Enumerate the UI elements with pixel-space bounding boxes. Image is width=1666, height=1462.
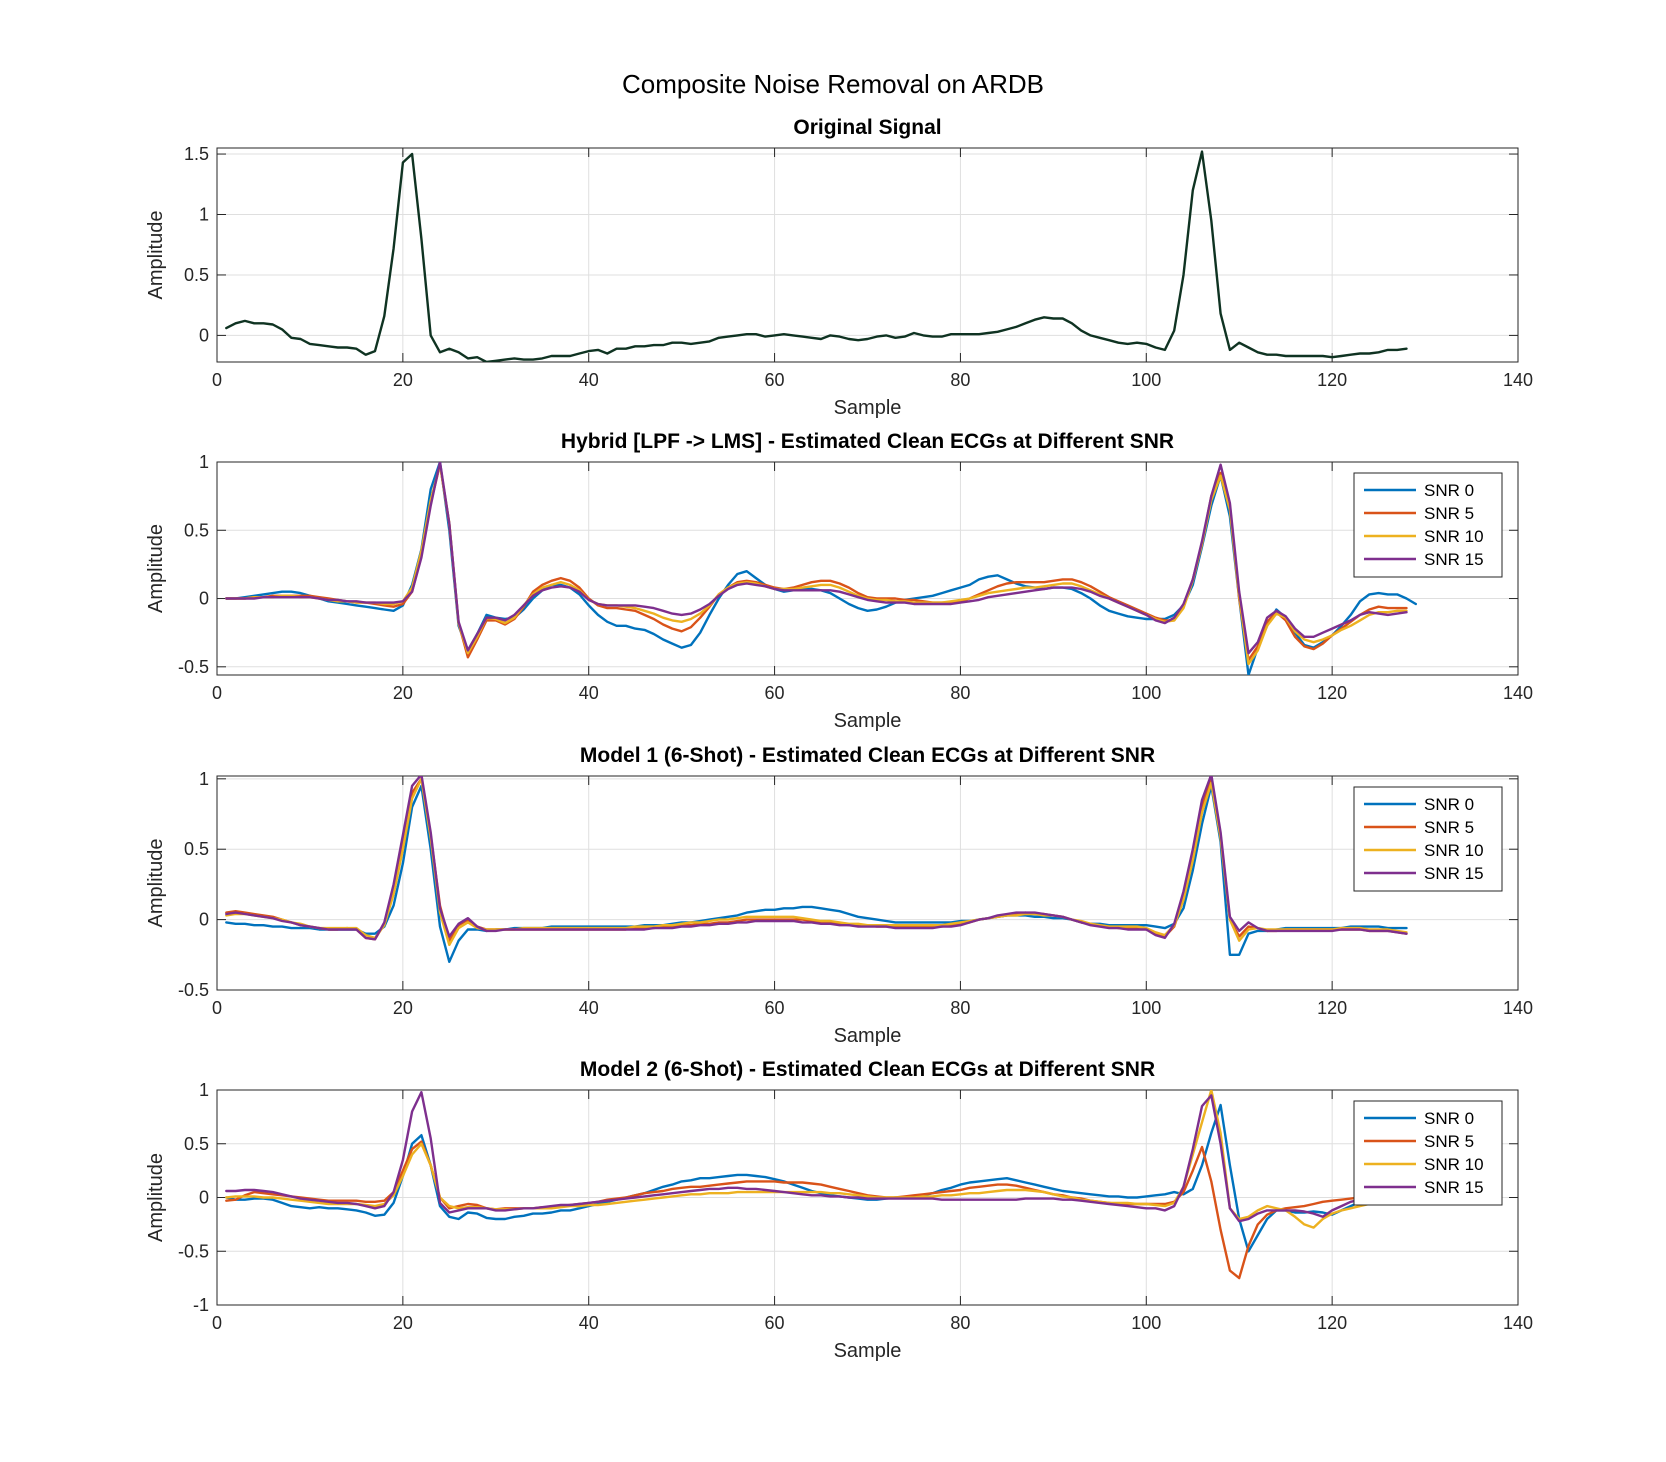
- series-group: [225, 462, 1418, 675]
- legend-entry: SNR 10: [1424, 527, 1484, 546]
- series-line-3: [225, 776, 1408, 941]
- figure-title: Composite Noise Removal on ARDB: [622, 69, 1044, 99]
- series-line-0: [225, 150, 1408, 362]
- x-tick-label: 140: [1503, 1313, 1533, 1333]
- x-tick-label: 120: [1317, 683, 1347, 703]
- y-axis-label: Amplitude: [145, 839, 167, 928]
- x-tick-label: 0: [212, 370, 222, 390]
- x-tick-label: 80: [950, 998, 970, 1018]
- legend: SNR 0 SNR 5 SNR 10 SNR 15: [1353, 786, 1503, 892]
- legend-entry: SNR 5: [1424, 504, 1474, 523]
- subplot-title: Hybrid [LPF -> LMS] - Estimated Clean EC…: [561, 430, 1174, 453]
- y-tick-label: -0.5: [178, 1241, 209, 1261]
- x-axis-label: Sample: [834, 1025, 902, 1047]
- y-tick-label: 1.5: [184, 144, 209, 164]
- y-tick-label: 1: [199, 452, 209, 472]
- x-tick-label: 0: [212, 1313, 222, 1333]
- x-axis-label: Sample: [834, 397, 902, 419]
- x-tick-label: 100: [1131, 998, 1161, 1018]
- x-tick-label: 60: [765, 998, 785, 1018]
- y-tick-label: 0.5: [184, 520, 209, 540]
- x-tick-label: 40: [579, 1313, 599, 1333]
- subplot-title: Model 1 (6-Shot) - Estimated Clean ECGs …: [580, 744, 1155, 767]
- subplot-title: Model 2 (6-Shot) - Estimated Clean ECGs …: [580, 1058, 1155, 1081]
- y-tick-label: 0: [199, 589, 209, 609]
- x-axis-label: Sample: [834, 710, 902, 732]
- legend-entry: SNR 15: [1424, 864, 1484, 883]
- x-tick-label: 20: [393, 998, 413, 1018]
- x-tick-label: 60: [765, 370, 785, 390]
- y-tick-label: -0.5: [178, 657, 209, 677]
- legend-entry: SNR 10: [1424, 1155, 1484, 1174]
- series-line-3: [225, 462, 1408, 655]
- y-tick-label: 1: [199, 1080, 209, 1100]
- axes-box: [216, 775, 1519, 991]
- x-tick-label: 100: [1131, 1313, 1161, 1333]
- legend-entry: SNR 5: [1424, 818, 1474, 837]
- x-tick-label: 0: [212, 998, 222, 1018]
- x-axis-label: Sample: [834, 1340, 902, 1362]
- y-tick-label: 0: [199, 910, 209, 930]
- y-axis-label: Amplitude: [145, 1153, 167, 1242]
- x-tick-label: 80: [950, 1313, 970, 1333]
- y-tick-label: 0.5: [184, 265, 209, 285]
- y-tick-label: 0.5: [184, 1134, 209, 1154]
- legend: SNR 0 SNR 5 SNR 10 SNR 15: [1353, 472, 1503, 578]
- axes-box: [216, 461, 1519, 676]
- x-tick-label: 60: [765, 683, 785, 703]
- y-tick-label: 0.5: [184, 839, 209, 859]
- subplot-title: Original Signal: [793, 116, 941, 139]
- x-tick-label: 80: [950, 683, 970, 703]
- series-group: [225, 150, 1408, 362]
- subplot-3: 0 20 40 60 80 100 120 140 -1 -0.5 0 0.5 1 Model 2 (6-…: [145, 1058, 1533, 1362]
- x-tick-label: 120: [1317, 370, 1347, 390]
- y-tick-label: 1: [199, 769, 209, 789]
- legend-entry: SNR 0: [1424, 481, 1474, 500]
- subplot-0: 0 20 40 60 80 100 120 140 0 0.5 1 1.5 Original Signa…: [145, 116, 1533, 419]
- y-tick-label: 0: [199, 325, 209, 345]
- y-axis-label: Amplitude: [145, 211, 167, 300]
- y-tick-label: -0.5: [178, 980, 209, 1000]
- x-tick-label: 40: [579, 998, 599, 1018]
- x-tick-label: 60: [765, 1313, 785, 1333]
- legend-entry: SNR 15: [1424, 550, 1484, 569]
- series-line-1: [225, 1140, 1399, 1280]
- legend-entry: SNR 0: [1424, 795, 1474, 814]
- series-line-3: [225, 1090, 1408, 1223]
- x-tick-label: 40: [579, 370, 599, 390]
- x-tick-label: 140: [1503, 683, 1533, 703]
- x-tick-label: 140: [1503, 998, 1533, 1018]
- y-axis-label: Amplitude: [145, 524, 167, 613]
- x-tick-label: 120: [1317, 998, 1347, 1018]
- axes-box: [216, 147, 1519, 363]
- x-tick-label: 20: [393, 1313, 413, 1333]
- x-tick-label: 140: [1503, 370, 1533, 390]
- y-tick-label: 1: [199, 204, 209, 224]
- legend-entry: SNR 15: [1424, 1178, 1484, 1197]
- legend-entry: SNR 10: [1424, 841, 1484, 860]
- x-tick-label: 100: [1131, 370, 1161, 390]
- x-tick-label: 40: [579, 683, 599, 703]
- x-tick-label: 20: [393, 370, 413, 390]
- x-tick-label: 80: [950, 370, 970, 390]
- legend: SNR 0 SNR 5 SNR 10 SNR 15: [1353, 1100, 1503, 1206]
- series-group: [225, 776, 1408, 963]
- x-tick-label: 100: [1131, 683, 1161, 703]
- x-tick-label: 120: [1317, 1313, 1347, 1333]
- series-line-0: [225, 784, 1408, 963]
- x-tick-label: 0: [212, 683, 222, 703]
- series-line-2: [225, 1090, 1399, 1229]
- y-tick-label: 0: [199, 1188, 209, 1208]
- legend-entry: SNR 0: [1424, 1109, 1474, 1128]
- x-tick-label: 20: [393, 683, 413, 703]
- legend-entry: SNR 5: [1424, 1132, 1474, 1151]
- series-group: [225, 1090, 1408, 1280]
- y-tick-label: -1: [193, 1295, 209, 1315]
